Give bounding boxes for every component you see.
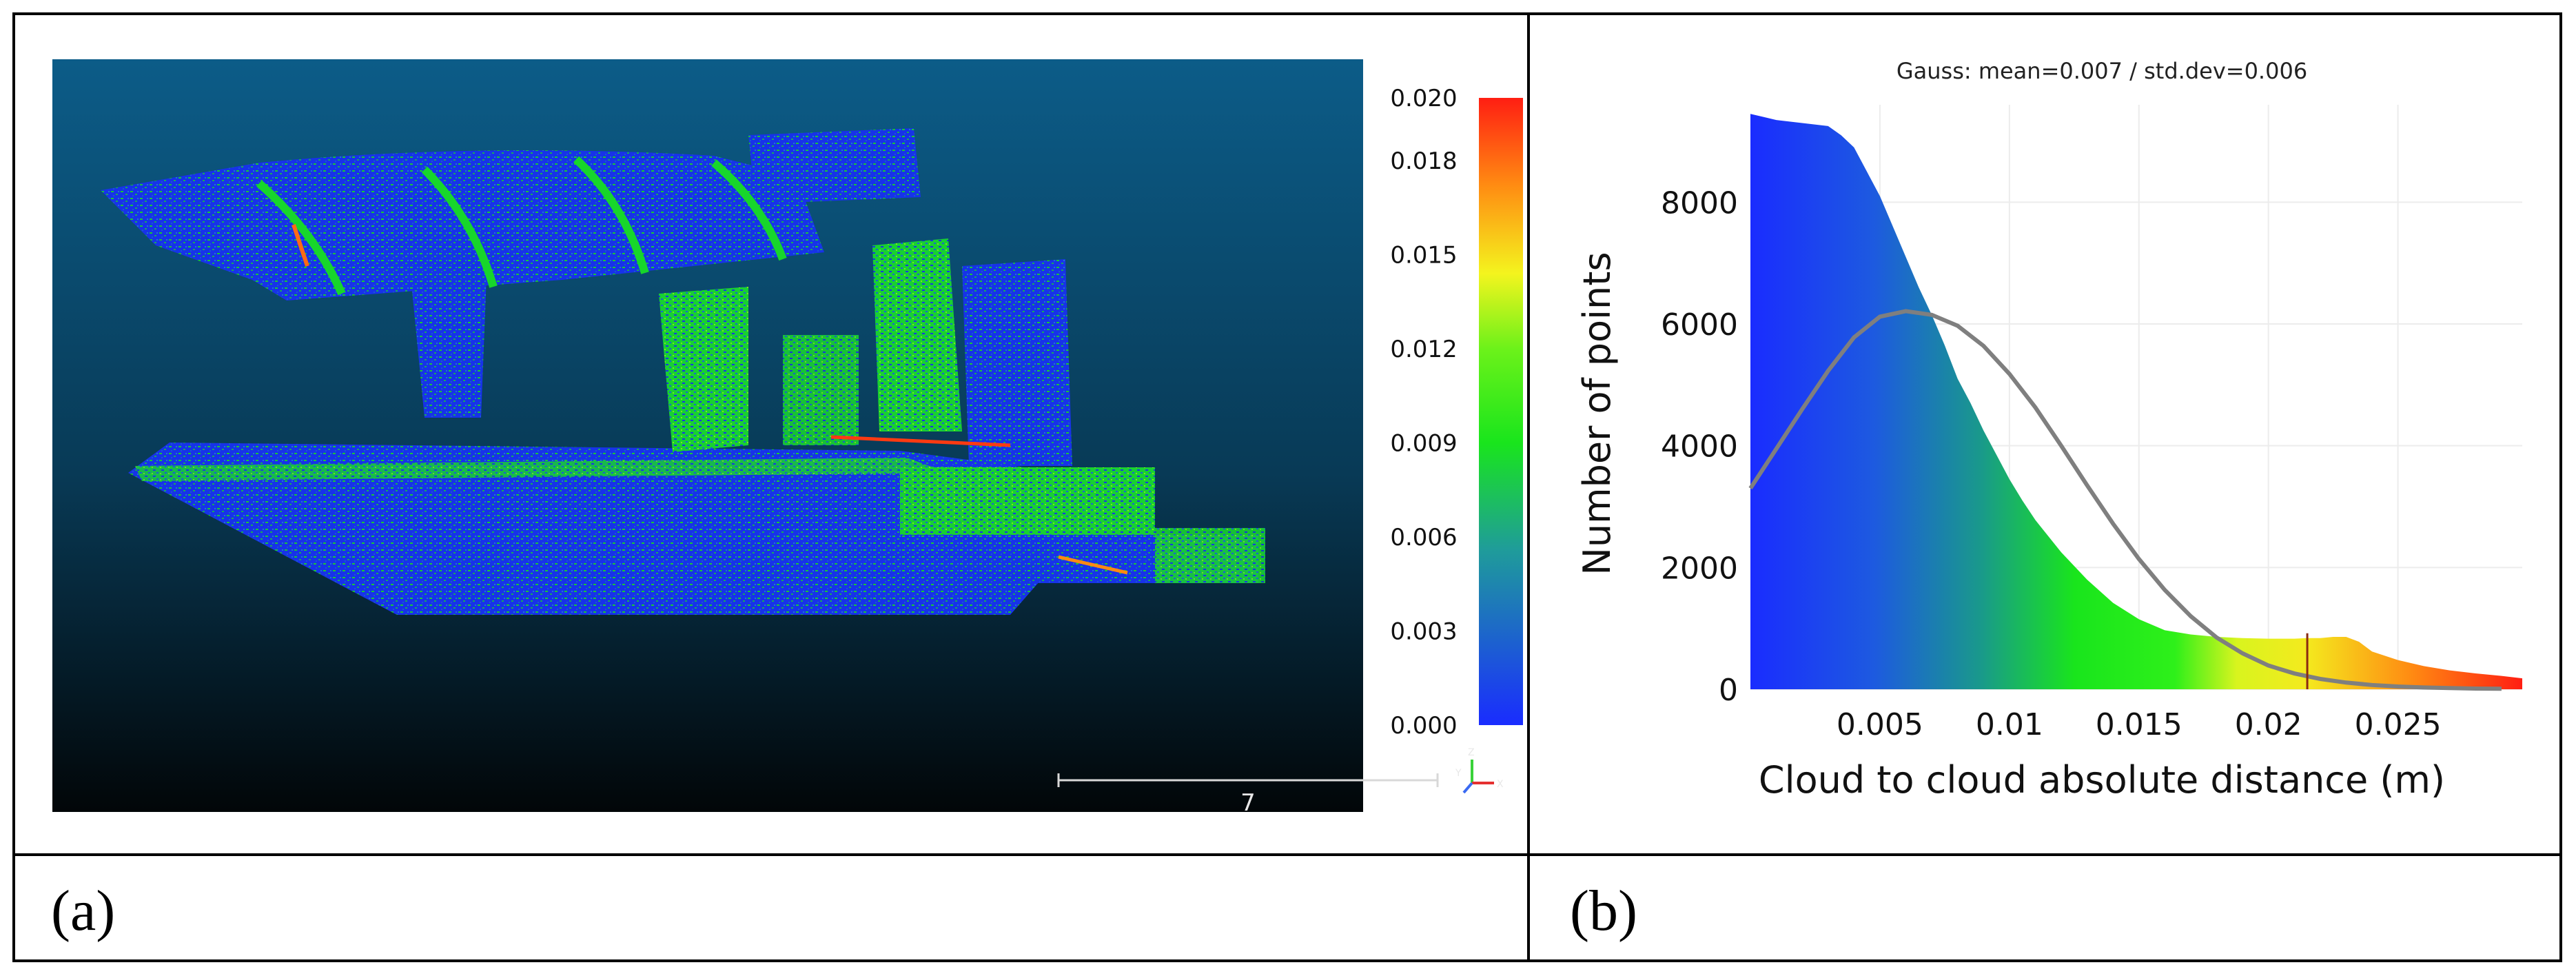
step-edge-hot bbox=[1058, 555, 1128, 575]
colorbar bbox=[1479, 98, 1523, 725]
y-tick-label: 8000 bbox=[1661, 185, 1738, 221]
x-axis-label: Cloud to cloud absolute distance (m) bbox=[1759, 758, 2445, 802]
caption-a: (a) bbox=[51, 879, 116, 943]
cloud-floor-edge bbox=[135, 458, 948, 481]
colorbar-tick-label: 0.009 bbox=[1390, 430, 1457, 458]
y-tick-label: 4000 bbox=[1661, 429, 1738, 465]
colorbar-tick-label: 0.012 bbox=[1390, 336, 1457, 363]
roof-rib bbox=[573, 156, 649, 274]
histogram-panel: Gauss: mean=0.007 / std.dev=0.006 0.005 0… bbox=[1544, 28, 2550, 841]
cloud-step bbox=[900, 467, 1155, 535]
colorbar-tick-label: 0.020 bbox=[1390, 85, 1457, 112]
y-tick-label: 6000 bbox=[1661, 307, 1738, 343]
scale-bar-label: 7 bbox=[1240, 789, 1256, 812]
colorbar-tick-label: 0.006 bbox=[1390, 524, 1457, 551]
cloud-pillar-right bbox=[872, 238, 962, 431]
caption-divider bbox=[12, 853, 2562, 856]
axis-label-z: Z bbox=[1468, 747, 1475, 758]
cloud-pillar-left bbox=[411, 277, 487, 418]
panel-divider bbox=[1527, 12, 1530, 962]
roof-rib bbox=[711, 159, 787, 261]
roof-rib bbox=[421, 166, 498, 288]
y-tick-label: 0 bbox=[1719, 673, 1738, 708]
x-tick-label: 0.02 bbox=[2235, 707, 2302, 742]
cloud-step-tail bbox=[1155, 528, 1265, 583]
x-tick-label: 0.005 bbox=[1837, 707, 1923, 742]
axis-label-x: X bbox=[1497, 779, 1504, 790]
roof-edge-hot bbox=[292, 224, 309, 267]
caption-b: (b) bbox=[1570, 879, 1637, 943]
colorbar-tick-label: 0.015 bbox=[1390, 242, 1457, 270]
figure-frame bbox=[12, 12, 2562, 962]
y-tick-label: 2000 bbox=[1661, 551, 1738, 586]
colorbar-tick-label: 0.018 bbox=[1390, 148, 1457, 175]
axis-label-y: Y bbox=[1455, 768, 1462, 779]
colorbar-ticks: 0.020 0.018 0.015 0.012 0.009 0.006 0.003 0.000 bbox=[1390, 85, 1457, 740]
floor-edge-hot bbox=[830, 435, 1011, 447]
chart-title: Gauss: mean=0.007 / std.dev=0.006 bbox=[1897, 58, 2307, 84]
cloud-floor bbox=[128, 443, 1127, 615]
histogram-area bbox=[1750, 114, 2522, 689]
colorbar-tick-label: 0.000 bbox=[1390, 712, 1457, 740]
cloud-pillar-mid bbox=[659, 287, 748, 452]
colorbar-tick-label: 0.003 bbox=[1390, 618, 1457, 646]
x-tick-label: 0.025 bbox=[2355, 707, 2442, 742]
roof-rib bbox=[256, 180, 346, 296]
axes: 0.005 0.01 0.015 0.02 0.025 0 2000 4000 6000 8000 bbox=[1661, 185, 2442, 742]
cloud-back-wall bbox=[962, 259, 1072, 466]
point-cloud-view[interactable]: 0.020 0.018 0.015 0.012 0.009 0.006 0.003 0.000… bbox=[52, 59, 1527, 817]
gauss-fit-curve bbox=[1748, 309, 2502, 691]
cloud-inner-block bbox=[783, 335, 859, 445]
x-tick-label: 0.01 bbox=[1976, 707, 2043, 742]
x-tick-label: 0.015 bbox=[2096, 707, 2183, 742]
axis-triad[interactable]: Y Z X bbox=[1455, 747, 1504, 794]
y-axis-label: Number of points bbox=[1575, 252, 1619, 575]
